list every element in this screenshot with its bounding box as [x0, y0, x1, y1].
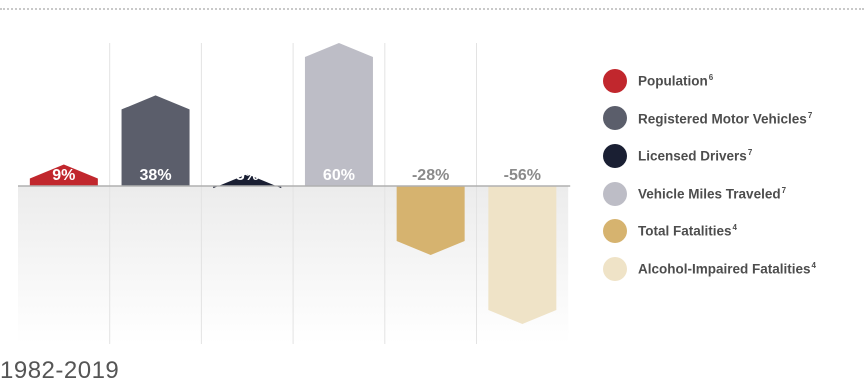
legend-item-total-fatalities: Total Fatalities4	[603, 212, 864, 250]
bar-value-label: 38%	[140, 167, 172, 184]
period-label: 1982-2019	[0, 357, 120, 384]
circle-icon	[603, 106, 627, 131]
legend-footnote: 7	[747, 148, 753, 158]
legend-item-registered-motor-vehicles: Registered Motor Vehicles7	[603, 100, 864, 138]
bar-alcohol-impaired-fatalities	[488, 186, 557, 324]
bar-value-label: 9%	[52, 167, 75, 184]
circle-icon	[603, 143, 627, 168]
legend-item-alcohol-impaired-fatalities: Alcohol-Impaired Fatalities4	[603, 250, 864, 288]
legend-label: Vehicle Miles Traveled	[638, 186, 781, 202]
legend-label: Licensed Drivers	[638, 148, 747, 164]
legend-footnote: 4	[811, 261, 816, 271]
bar-population	[29, 164, 98, 186]
circle-icon	[603, 181, 627, 206]
bar-value-label: 5%	[236, 167, 259, 184]
legend-label: Registered Motor Vehicles	[638, 111, 807, 127]
legend-label: Total Fatalities	[638, 223, 732, 239]
bar-value-label: 60%	[323, 167, 355, 184]
bar-vehicle-miles-traveled	[304, 43, 373, 186]
chart-legend: Population6 Registered Motor Vehicles7 L…	[603, 62, 864, 288]
top-dotted-rule	[0, 8, 864, 10]
legend-footnote: 7	[807, 110, 813, 120]
legend-item-licensed-drivers: Licensed Drivers7	[603, 137, 864, 175]
legend-footnote: 7	[781, 185, 787, 195]
bar-value-label: -28%	[412, 167, 449, 184]
bar-value-label: -56%	[504, 167, 541, 184]
legend-footnote: 4	[732, 223, 737, 233]
circle-icon	[603, 68, 627, 93]
bar-licensed-drivers	[213, 174, 282, 189]
circle-icon	[603, 219, 627, 244]
circle-icon	[603, 256, 627, 281]
bar-registered-motor-vehicles	[121, 95, 190, 186]
bar-chart: 9% 38% 5% 60% -28% -56%	[18, 43, 571, 344]
legend-item-vehicle-miles-traveled: Vehicle Miles Traveled7	[603, 175, 864, 213]
legend-label: Alcohol-Impaired Fatalities	[638, 261, 811, 277]
legend-footnote: 6	[708, 73, 714, 83]
legend-label: Population	[638, 73, 708, 89]
bar-total-fatalities	[396, 186, 465, 255]
legend-item-population: Population6	[603, 62, 864, 100]
